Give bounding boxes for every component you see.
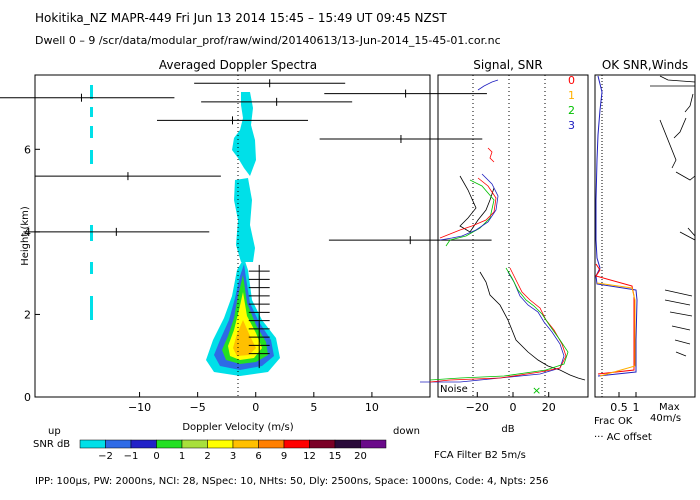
ac-offset-label: ··· AC offset — [594, 432, 652, 443]
header-title: Hokitika_NZ MAPR-449 Fri Jun 13 2014 15:… — [35, 11, 447, 25]
snr-swatch — [181, 439, 208, 449]
filter-label: FCA Filter B2 5m/s — [434, 450, 526, 461]
spectra-frame — [34, 74, 431, 398]
spectra-echo-upper — [232, 92, 256, 176]
spectra-x-tick-label: 0 — [252, 401, 259, 414]
ok-legend: 0 1 2 3 — [568, 74, 575, 132]
ok-legend-item: 3 — [568, 119, 575, 132]
ok-frame — [594, 74, 696, 398]
spectra-echo-mid — [234, 178, 255, 262]
snr-color-scale: SNR dB −2 −1 0 1 2 3 6 9 12 15 20 — [33, 439, 387, 462]
signal-marker: × — [532, 384, 541, 397]
noise-label: Noise — [440, 384, 468, 395]
ok-x-tick-label: 1 — [633, 401, 640, 414]
snr-scale-label: SNR dB — [33, 439, 70, 450]
wind-barbs — [650, 75, 696, 357]
snr-swatch — [105, 439, 132, 449]
snr-swatch — [232, 439, 259, 449]
spectra-y-tick-label: 0 — [24, 391, 31, 404]
signal-x-tick-label: 0 — [510, 401, 517, 414]
spectra-x-tick-label: 5 — [310, 401, 317, 414]
signal-x-tick-label: −20 — [466, 401, 489, 414]
spectra-x-label: Doppler Velocity (m/s) — [182, 422, 293, 433]
snr-swatch — [360, 439, 387, 449]
signal-title: Signal, SNR — [473, 58, 542, 72]
snr-tick-label: 1 — [179, 451, 185, 462]
snr-tick-label: 15 — [329, 451, 342, 462]
spectra-y-axis: 0 2 4 6 — [24, 143, 40, 404]
max-label: Max — [659, 402, 680, 413]
ok-title: OK SNR,Winds — [602, 58, 688, 72]
spectra-echo-core — [206, 258, 280, 376]
spectra-x-tick-label: 10 — [365, 401, 379, 414]
doppler-spectra-panel: Averaged Doppler Spectra — [0, 58, 492, 437]
height-label: Height (km) — [20, 206, 31, 266]
snr-swatch — [334, 439, 361, 449]
snr-swatch — [156, 439, 183, 449]
spectra-echo-left — [90, 85, 93, 320]
core-velocity-bars — [248, 264, 270, 369]
snr-tick-label: −2 — [98, 451, 113, 462]
signal-x-axis: −20 0 20 — [466, 392, 556, 414]
snr-swatch — [309, 439, 336, 449]
snr-tick-label: 6 — [255, 451, 261, 462]
ok-x-axis: 0.5 1 — [610, 392, 640, 414]
spectra-x-axis: −10 −5 0 5 10 — [128, 392, 379, 414]
snr-swatch — [79, 439, 106, 449]
spectra-y-tick-label: 6 — [24, 143, 31, 156]
spectra-y-tick-label: 2 — [24, 308, 31, 321]
spectra-x-tick-label: −5 — [190, 401, 206, 414]
ok-snr-winds-panel: OK SNR,Winds 0 1 2 3 — [568, 58, 696, 443]
ok-legend-item: 1 — [568, 89, 575, 102]
signal-x-tick-label: 20 — [542, 401, 556, 414]
max-value: 40m/s — [650, 413, 681, 424]
spectra-y-tick-label: 4 — [24, 226, 31, 239]
snr-tick-label: 20 — [354, 451, 367, 462]
signal-snr-panel: Signal, SNR × Noise −20 0 20 dB FCA Filter… — [420, 58, 589, 461]
snr-swatch — [207, 439, 234, 449]
ok-legend-item: 2 — [568, 104, 575, 117]
spectra-title: Averaged Doppler Spectra — [159, 58, 317, 72]
up-label: up — [48, 426, 61, 437]
spectra-x-tick-label: −10 — [128, 401, 151, 414]
snr-tick-label: 12 — [303, 451, 316, 462]
snr-swatch — [130, 439, 157, 449]
snr-tick-label: 9 — [281, 451, 287, 462]
snr-tick-label: −1 — [124, 451, 139, 462]
down-label: down — [393, 426, 420, 437]
signal-x-label: dB — [501, 424, 514, 435]
ok-x-tick-label: 0.5 — [610, 401, 628, 414]
frac-ok-label: Frac OK — [594, 416, 633, 427]
footer-params: IPP: 100µs, PW: 2000ns, NCI: 28, NSpec: … — [35, 476, 549, 487]
ok-legend-item: 0 — [568, 74, 575, 87]
snr-tick-label: 2 — [204, 451, 210, 462]
header-path: Dwell 0 – 9 /scr/data/modular_prof/raw/w… — [35, 34, 501, 47]
snr-swatch — [283, 439, 310, 449]
moment-bars — [0, 79, 492, 245]
snr-swatch — [258, 439, 285, 449]
snr-tick-label: 3 — [230, 451, 236, 462]
snr-tick-label: 0 — [153, 451, 159, 462]
